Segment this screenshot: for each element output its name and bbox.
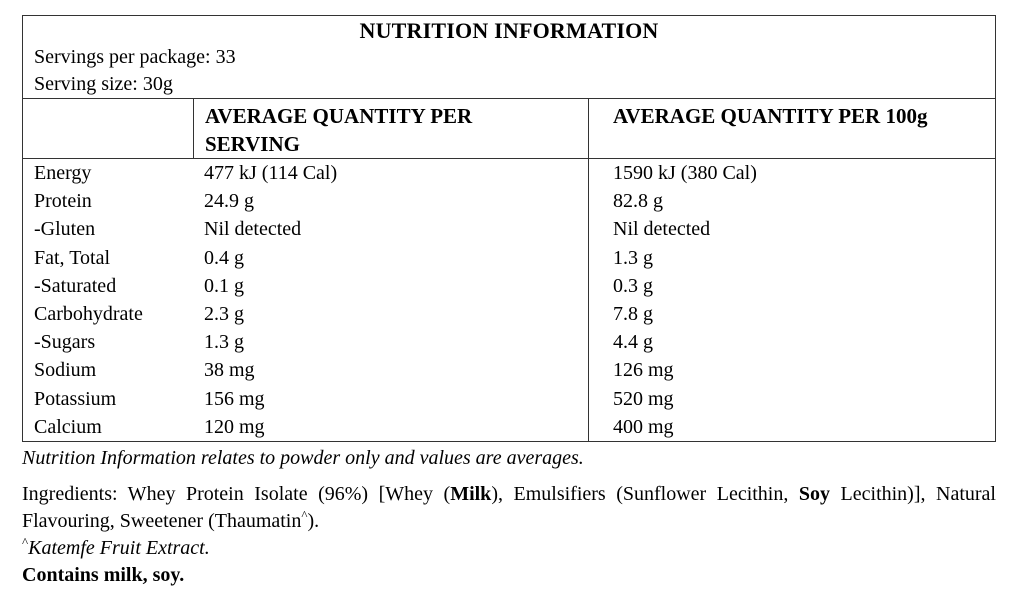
table-row: Fat, Total 0.4 g 1.3 g [23,243,995,272]
per-100g-value-cell: 0.3 g [588,271,995,300]
table-title: NUTRITION INFORMATION [359,18,659,43]
footnote-caret-marker: ^ [22,534,29,550]
ingredient-segment: Lecithin)], Natural Flavouring, Sweetene… [22,483,996,532]
ingredient-segment: Milk [450,483,492,505]
ingredient-caret-marker: ^ [301,507,308,523]
per-serving-value-cell: 24.9 g [204,190,254,213]
per-100g-value-cell: 126 mg [588,356,995,385]
per-100g-value-cell: 1590 kJ (380 Cal) [588,159,995,188]
nutrient-name-cell: -Saturated [34,274,117,297]
footnotes-section: Nutrition Information relates to powder … [22,445,996,589]
per-serving-value-cell: 156 mg [204,387,265,410]
nutrient-name-cell: Fat, Total [34,246,111,269]
header-nutrient-column [23,99,193,158]
per-100g-value-cell: 82.8 g [588,187,995,216]
per-100g-value-cell: 4.4 g [588,328,995,357]
table-row: Potassium 156 mg 520 mg [23,384,995,413]
servings-per-package: Servings per package: 33 [34,46,236,68]
header-per-serving-column: AVERAGE QUANTITY PER SERVING [193,99,588,158]
table-body: Energy 477 kJ (114 Cal) 1590 kJ (380 Cal) P… [23,159,995,441]
ingredient-segment: Ingredients: Whey Protein Isolate (96%) … [22,483,451,505]
table-row: -Saturated 0.1 g 0.3 g [23,271,995,300]
table-row: Calcium 120 mg 400 mg [23,412,995,441]
ingredients-text: Ingredients: Whey Protein Isolate (96%) … [22,481,996,535]
table-header-row: AVERAGE QUANTITY PER SERVING AVERAGE QUA… [23,99,995,159]
averages-note: Nutrition Information relates to powder … [22,447,584,469]
per-100g-value-cell: 1.3 g [588,243,995,272]
per-serving-value-cell: 477 kJ (114 Cal) [204,162,338,184]
table-row: -Sugars 1.3 g 4.4 g [23,328,995,357]
per-serving-value-cell: Nil detected [204,218,302,241]
nutrient-name-cell: Potassium [34,387,117,410]
nutrient-name-cell: -Sugars [34,331,96,354]
ingredient-segment: ), Emulsifiers (Sunflower Lecithin, [491,483,799,505]
nutrient-name-cell: Carbohydrate [34,302,143,325]
header-per-100g-column: AVERAGE QUANTITY PER 100g [588,99,995,158]
table-row: Carbohydrate 2.3 g 7.8 g [23,299,995,329]
table-row: -Gluten Nil detected Nil detected [23,215,995,244]
per-100g-value-cell: 7.8 g [588,299,995,329]
ingredient-segment: ). [307,510,320,532]
nutrient-name-cell: Protein [34,190,92,213]
per-100g-value-cell: Nil detected [588,215,995,244]
table-row: Sodium 38 mg 126 mg [23,356,995,385]
contains-statement: Contains milk, soy. [22,564,185,586]
nutrient-name-cell: Calcium [34,415,102,438]
nutrient-name-cell: -Gluten [34,218,96,241]
nutrition-table: NUTRITION INFORMATION Servings per packa… [22,15,996,442]
nutrient-name-cell: Sodium [34,359,97,382]
table-top-section: NUTRITION INFORMATION Servings per packa… [23,16,995,99]
serving-size: Serving size: 30g [34,73,173,95]
per-serving-value-cell: 1.3 g [204,331,244,354]
per-100g-value-cell: 400 mg [588,412,995,441]
per-serving-value-cell: 0.4 g [204,246,244,269]
per-serving-value-cell: 2.3 g [204,302,244,325]
per-serving-value-cell: 120 mg [204,415,265,438]
table-row: Protein 24.9 g 82.8 g [23,187,995,216]
per-100g-value-cell: 520 mg [588,384,995,413]
per-serving-value-cell: 38 mg [204,359,255,382]
per-serving-value-cell: 0.1 g [204,274,244,297]
katemfe-note: ^Katemfe Fruit Extract. [22,535,996,562]
katemfe-note-text: Katemfe Fruit Extract. [28,537,210,559]
nutrient-name-cell: Energy [34,162,92,184]
ingredient-segment: Soy [798,483,831,505]
table-row: Energy 477 kJ (114 Cal) 1590 kJ (380 Cal) [23,159,995,188]
